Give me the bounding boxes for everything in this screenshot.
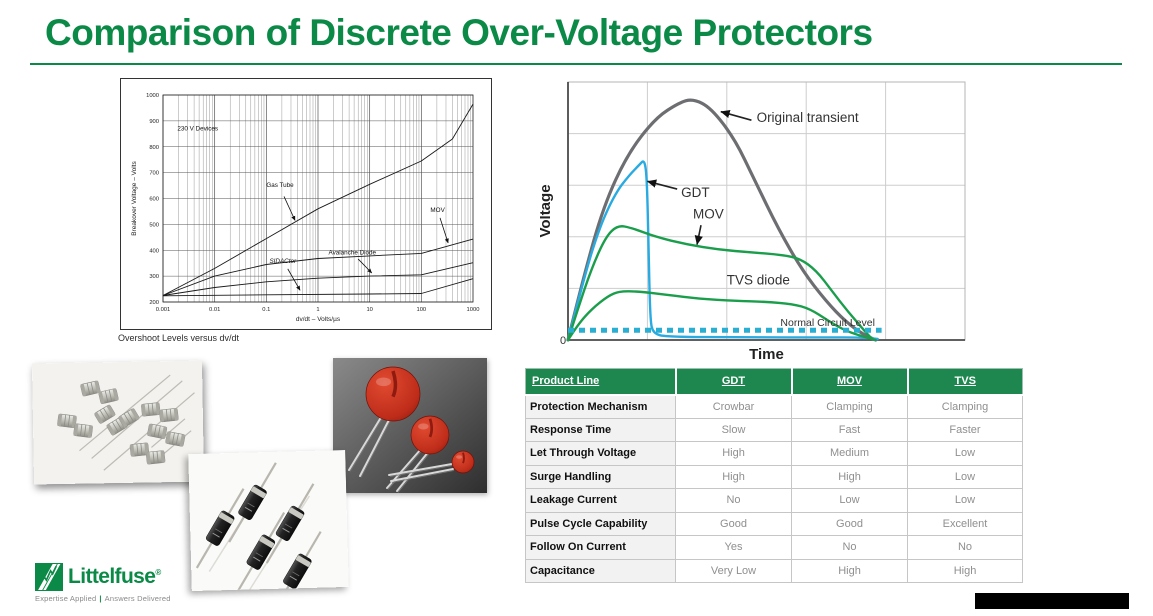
- comparison-table-container: Product Line GDT MOV TVS Protection Mechani…: [525, 368, 1023, 583]
- comparison-table: Product Line GDT MOV TVS Protection Mechani…: [525, 368, 1023, 583]
- table-row-label: Response Time: [525, 417, 676, 442]
- page-title: Comparison of Discrete Over-Voltage Prot…: [45, 12, 873, 53]
- table-value-cell: High: [675, 441, 792, 466]
- svg-text:300: 300: [149, 274, 159, 280]
- svg-text:0.1: 0.1: [262, 307, 270, 313]
- svg-text:GDT: GDT: [681, 185, 710, 200]
- svg-text:100: 100: [416, 307, 426, 313]
- table-value-cell: High: [791, 558, 908, 583]
- table-value-cell: Good: [675, 511, 792, 536]
- logo-tagline: Expertise Applied | Answers Delivered: [35, 594, 171, 603]
- table-row-label: Follow On Current: [525, 535, 676, 560]
- littelfuse-logo-icon: [35, 563, 63, 591]
- table-row-label: Surge Handling: [525, 464, 676, 489]
- table-row-label: Let Through Voltage: [525, 441, 676, 466]
- table-row-label: Pulse Cycle Capability: [525, 511, 676, 536]
- table-value-cell: Good: [791, 511, 908, 536]
- svg-text:900: 900: [149, 119, 159, 125]
- table-value-cell: Crowbar: [675, 394, 792, 419]
- svg-text:Gas Tube: Gas Tube: [266, 182, 294, 189]
- table-row: Surge Handling High High Low: [525, 464, 1023, 489]
- table-row: Protection Mechanism Crowbar Clamping Clamp…: [525, 394, 1023, 419]
- table-column-header: TVS: [906, 368, 1023, 396]
- svg-text:600: 600: [149, 197, 159, 203]
- table-column-header: GDT: [674, 368, 792, 396]
- comparison-table-body: Protection Mechanism Crowbar Clamping Clamp…: [525, 394, 1023, 583]
- svg-text:Breakover Voltage – Volts: Breakover Voltage – Volts: [131, 161, 138, 236]
- overshoot-vs-dvdt-chart: 200 300 400 500 600 700 800 900 1000 0.001 0.01 0.1…: [120, 78, 492, 330]
- overshoot-chart-caption: Overshoot Levels versus dv/dt: [118, 333, 240, 343]
- table-row-label: Protection Mechanism: [525, 394, 676, 419]
- table-value-cell: No: [907, 535, 1023, 560]
- svg-text:0: 0: [560, 335, 566, 347]
- table-value-cell: High: [791, 464, 908, 489]
- table-row: Leakage Current No Low Low: [525, 488, 1023, 513]
- table-value-cell: Low: [907, 488, 1023, 513]
- svg-text:500: 500: [149, 222, 159, 228]
- table-value-cell: High: [675, 464, 792, 489]
- svg-text:dv/dt – Volts/µs: dv/dt – Volts/µs: [296, 316, 341, 323]
- svg-text:Voltage: Voltage: [540, 184, 554, 237]
- svg-text:700: 700: [149, 171, 159, 177]
- table-value-cell: Low: [791, 488, 908, 513]
- table-value-cell: Yes: [675, 535, 792, 560]
- svg-text:0.001: 0.001: [156, 307, 171, 313]
- svg-text:Time: Time: [749, 346, 784, 363]
- table-value-cell: Low: [907, 464, 1023, 489]
- svg-text:MOV: MOV: [430, 207, 445, 214]
- table-row: Response Time Slow Fast Faster: [525, 417, 1023, 442]
- table-value-cell: Fast: [791, 417, 908, 442]
- table-value-cell: Excellent: [907, 511, 1023, 536]
- table-row: Follow On Current Yes No No: [525, 535, 1023, 560]
- svg-text:1000: 1000: [467, 307, 480, 313]
- table-value-cell: High: [907, 558, 1023, 583]
- title-underline: [30, 63, 1122, 65]
- table-row-label: Leakage Current: [525, 488, 676, 513]
- table-row: Let Through Voltage High Medium Low: [525, 441, 1023, 466]
- svg-text:10: 10: [366, 307, 372, 313]
- table-value-cell: Medium: [791, 441, 908, 466]
- registered-mark: ®: [155, 568, 161, 577]
- littelfuse-logo: Littelfuse® Expertise Applied | Answers De…: [35, 563, 235, 603]
- mov-products-photo: [333, 358, 487, 493]
- table-row: Capacitance Very Low High High: [525, 558, 1023, 583]
- svg-text:800: 800: [149, 145, 159, 151]
- svg-text:200: 200: [149, 300, 159, 306]
- svg-text:Original transient: Original transient: [757, 110, 859, 125]
- svg-text:MOV: MOV: [693, 207, 724, 222]
- svg-text:400: 400: [149, 248, 159, 254]
- svg-text:Avalanche Diode: Avalanche Diode: [329, 250, 377, 257]
- table-column-header: Product Line: [525, 368, 676, 396]
- tvs-diodes-photo: [188, 449, 349, 592]
- footer-redaction-bar: [975, 593, 1129, 609]
- table-value-cell: Low: [907, 441, 1023, 466]
- table-value-cell: No: [675, 488, 792, 513]
- comparison-table-header: Product Line GDT MOV TVS: [525, 368, 1023, 396]
- table-value-cell: Clamping: [907, 394, 1023, 419]
- table-value-cell: Slow: [675, 417, 792, 442]
- table-value-cell: Faster: [907, 417, 1023, 442]
- svg-text:0.01: 0.01: [209, 307, 220, 313]
- table-row-label: Capacitance: [525, 558, 676, 583]
- table-value-cell: No: [791, 535, 908, 560]
- littelfuse-wordmark: Littelfuse®: [68, 565, 161, 588]
- table-value-cell: Very Low: [675, 558, 792, 583]
- svg-text:Normal Circuit Level: Normal Circuit Level: [780, 317, 875, 329]
- gdt-products-photo: [31, 360, 205, 485]
- svg-text:1000: 1000: [146, 93, 159, 99]
- table-column-header: MOV: [790, 368, 908, 396]
- table-value-cell: Clamping: [791, 394, 908, 419]
- transient-response-chart: Original transient GDT MOV TVS diode Normal …: [540, 66, 972, 366]
- svg-text:1: 1: [316, 307, 319, 313]
- svg-text:230 V Devices: 230 V Devices: [177, 126, 218, 133]
- svg-text:SIDACtor: SIDACtor: [269, 258, 296, 265]
- svg-text:TVS diode: TVS diode: [727, 273, 790, 288]
- table-row: Pulse Cycle Capability Good Good Excellent: [525, 511, 1023, 536]
